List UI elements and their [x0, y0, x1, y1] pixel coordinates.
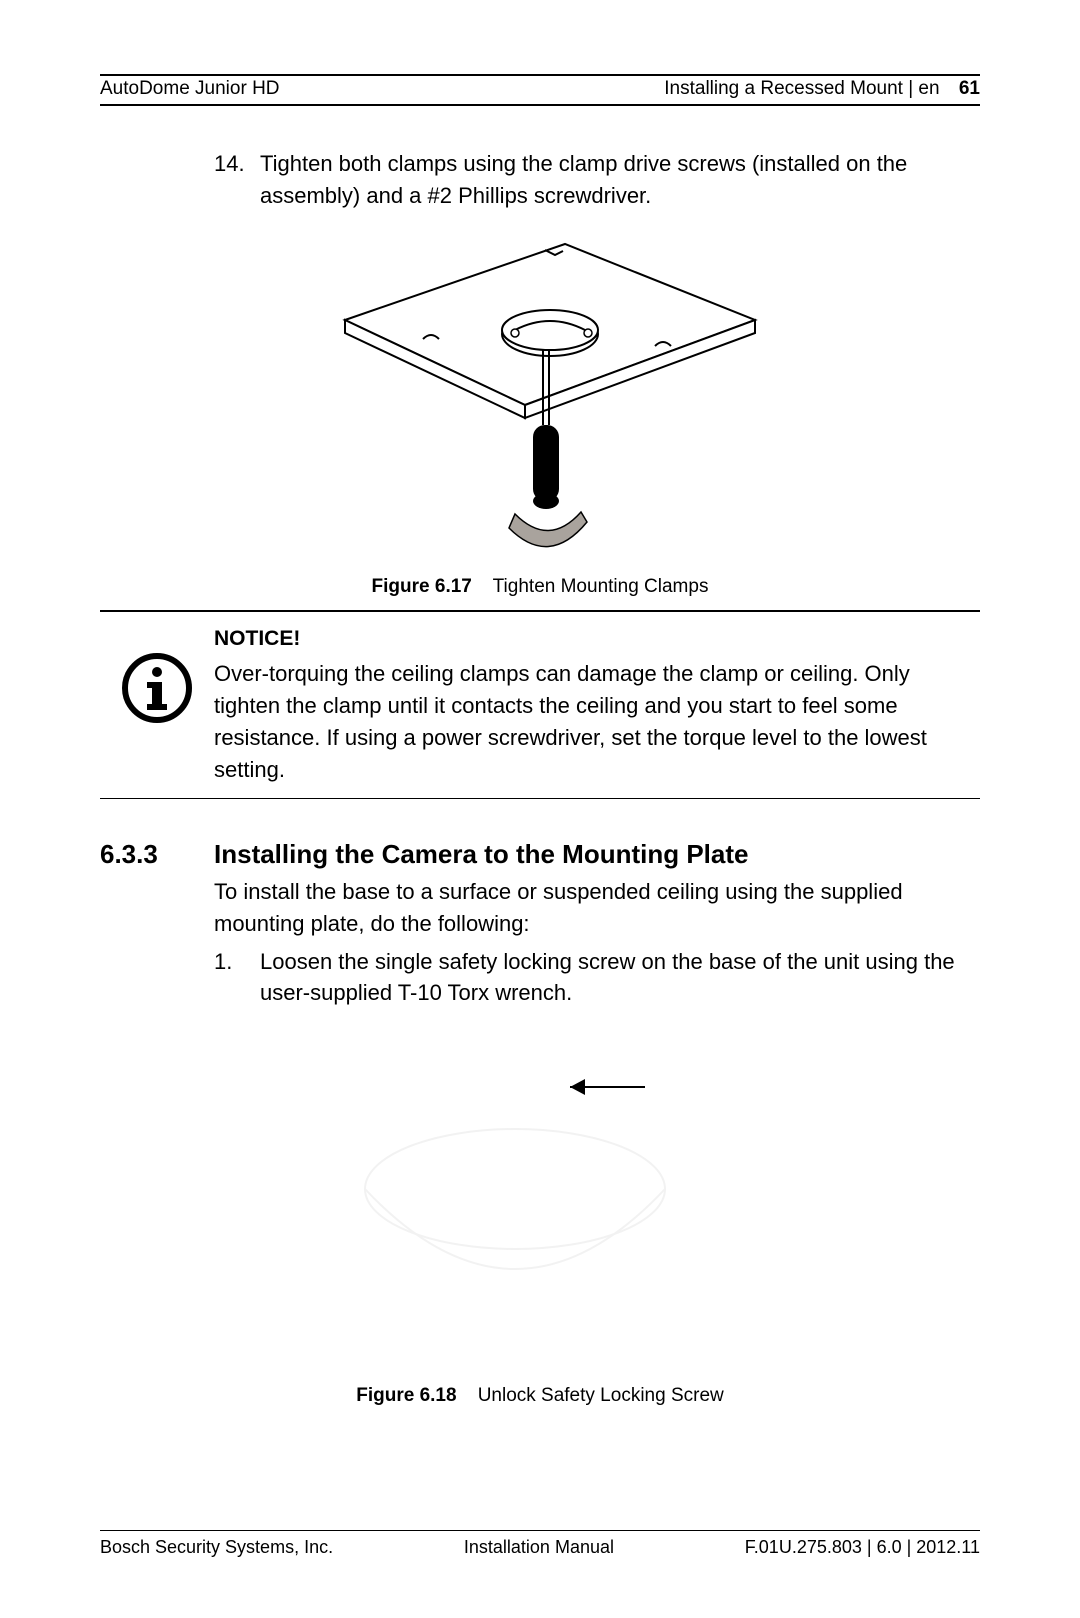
footer-center: Installation Manual [464, 1537, 614, 1558]
figure-6-18-label: Figure 6.18 [356, 1385, 456, 1406]
footer-right: F.01U.275.803 | 6.0 | 2012.11 [745, 1537, 980, 1558]
figure-6-18-text: Unlock Safety Locking Screw [478, 1385, 724, 1406]
footer-left: Bosch Security Systems, Inc. [100, 1537, 333, 1558]
figure-6-17-caption: Figure 6.17 Tighten Mounting Clamps [100, 576, 980, 598]
header-section-title: Installing a Recessed Mount | en [664, 78, 939, 99]
figure-6-17: Figure 6.17 Tighten Mounting Clamps [100, 230, 980, 598]
page-header: AutoDome Junior HD Installing a Recessed… [100, 78, 980, 106]
page-number: 61 [959, 78, 980, 99]
section-number: 6.3.3 [100, 839, 214, 1010]
header-left: AutoDome Junior HD [100, 78, 280, 100]
figure-6-17-text: Tighten Mounting Clamps [493, 576, 709, 597]
header-top-rule [100, 74, 980, 76]
section-title: Installing the Camera to the Mounting Pl… [214, 839, 980, 870]
notice-block: NOTICE! Over-torquing the ceiling clamps… [100, 610, 980, 799]
page-content: 14. Tighten both clamps using the clamp … [100, 106, 980, 1407]
section-6-3-3: 6.3.3 Installing the Camera to the Mount… [100, 839, 980, 1010]
notice-title: NOTICE! [214, 624, 980, 654]
figure-6-18: Figure 6.18 Unlock Safety Locking Screw [100, 1039, 980, 1407]
unlock-screw-illustration [305, 1039, 775, 1369]
page-footer: Bosch Security Systems, Inc. Installatio… [100, 1530, 980, 1558]
notice-text: Over-torquing the ceiling clamps can dam… [214, 658, 980, 786]
figure-6-17-label: Figure 6.17 [372, 576, 472, 597]
tighten-clamps-illustration [305, 230, 775, 560]
step-14: 14. Tighten both clamps using the clamp … [100, 148, 980, 212]
step-14-number: 14. [214, 148, 260, 212]
step-1-text: Loosen the single safety locking screw o… [260, 946, 980, 1010]
step-1-number: 1. [214, 946, 260, 1010]
step-14-text: Tighten both clamps using the clamp driv… [260, 148, 980, 212]
section-intro: To install the base to a surface or susp… [214, 876, 980, 940]
info-icon [100, 624, 214, 726]
figure-6-18-caption: Figure 6.18 Unlock Safety Locking Screw [100, 1385, 980, 1407]
header-right: Installing a Recessed Mount | en 61 [664, 78, 980, 100]
